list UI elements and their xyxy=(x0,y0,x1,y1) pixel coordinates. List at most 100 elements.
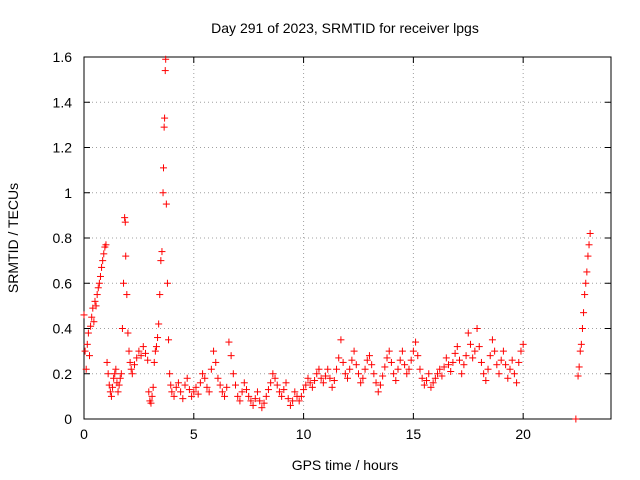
x-tick-label: 5 xyxy=(190,426,198,442)
data-point xyxy=(161,114,169,122)
data-point xyxy=(103,358,111,366)
data-point xyxy=(442,354,450,362)
data-point xyxy=(297,392,305,400)
data-point xyxy=(344,374,351,382)
data-point xyxy=(508,356,516,364)
data-point xyxy=(117,370,125,378)
data-point xyxy=(578,325,586,332)
data-point xyxy=(381,363,389,371)
data-point xyxy=(149,383,157,391)
data-point xyxy=(504,374,512,382)
data-point xyxy=(409,347,417,355)
data-point xyxy=(359,374,367,382)
data-point xyxy=(394,365,402,373)
data-point xyxy=(100,250,108,258)
data-point xyxy=(260,399,268,407)
data-point xyxy=(159,164,167,172)
data-point xyxy=(126,358,134,366)
y-tick-label: 1.6 xyxy=(53,49,73,65)
data-point xyxy=(464,329,472,337)
y-tick-label: 1.4 xyxy=(53,94,73,110)
data-point xyxy=(131,361,139,369)
data-point xyxy=(159,189,167,197)
data-point xyxy=(315,365,323,373)
data-point xyxy=(416,365,424,373)
data-point xyxy=(304,374,312,382)
data-point xyxy=(118,325,126,332)
data-point xyxy=(212,358,220,366)
data-point xyxy=(181,381,189,389)
data-point xyxy=(238,388,246,396)
data-point xyxy=(177,388,185,396)
data-point xyxy=(225,338,233,346)
data-point xyxy=(114,388,122,396)
data-point xyxy=(350,347,358,355)
data-point xyxy=(423,377,431,385)
data-point xyxy=(121,218,129,226)
data-point xyxy=(308,383,316,391)
data-point xyxy=(575,363,583,371)
data-point xyxy=(92,302,100,310)
data-point xyxy=(471,347,479,355)
data-point xyxy=(488,336,496,344)
data-point xyxy=(253,388,261,396)
x-tick-label: 20 xyxy=(515,426,531,442)
data-point xyxy=(284,395,292,403)
data-point xyxy=(190,388,198,396)
data-point xyxy=(313,370,321,378)
data-point xyxy=(199,370,207,378)
y-tick-label: 0.4 xyxy=(53,321,73,337)
data-point xyxy=(82,365,90,373)
data-point xyxy=(445,361,453,369)
data-point xyxy=(96,272,104,280)
data-point xyxy=(458,370,466,378)
data-point xyxy=(502,361,510,369)
data-point xyxy=(158,248,166,256)
data-point xyxy=(232,381,240,389)
data-point xyxy=(245,392,253,400)
data-point xyxy=(273,381,281,389)
data-point xyxy=(150,358,158,366)
data-point xyxy=(392,377,400,385)
data-point xyxy=(147,399,155,407)
data-point xyxy=(156,291,164,299)
data-point xyxy=(282,379,290,387)
data-point xyxy=(151,347,159,355)
y-tick-label: 0.6 xyxy=(53,275,73,291)
data-point xyxy=(506,365,514,373)
data-point xyxy=(348,356,356,364)
data-point xyxy=(85,352,93,360)
data-point xyxy=(137,352,145,360)
data-point xyxy=(333,365,341,373)
data-point xyxy=(264,386,272,394)
data-point xyxy=(161,67,169,75)
data-point xyxy=(466,340,474,348)
data-point xyxy=(510,370,518,378)
data-point xyxy=(125,347,133,355)
data-point xyxy=(120,279,128,287)
axis-ticks: 0 5 10 15 20 0 0.2 0.4 0.6 0.8 1 1.2 1.4 1.6 xyxy=(53,49,611,442)
data-point xyxy=(93,291,101,299)
data-point xyxy=(205,388,213,396)
data-point xyxy=(341,370,349,378)
data-point xyxy=(107,392,115,400)
data-point xyxy=(317,374,325,382)
data-point xyxy=(135,347,143,355)
data-point xyxy=(267,379,275,387)
chart-title: Day 291 of 2023, SRMTID for receiver lpg… xyxy=(211,20,479,36)
data-point xyxy=(196,379,204,387)
data-point xyxy=(88,313,96,321)
data-point xyxy=(577,340,585,348)
data-point xyxy=(493,361,501,369)
data-point xyxy=(425,370,433,378)
data-point xyxy=(398,347,406,355)
data-point xyxy=(221,392,229,400)
data-point xyxy=(124,329,132,337)
data-point xyxy=(165,336,173,344)
data-point xyxy=(412,338,420,346)
data-point xyxy=(170,392,178,400)
data-point xyxy=(110,374,118,382)
data-point xyxy=(166,370,174,378)
data-point xyxy=(306,379,314,387)
data-point xyxy=(585,241,593,249)
